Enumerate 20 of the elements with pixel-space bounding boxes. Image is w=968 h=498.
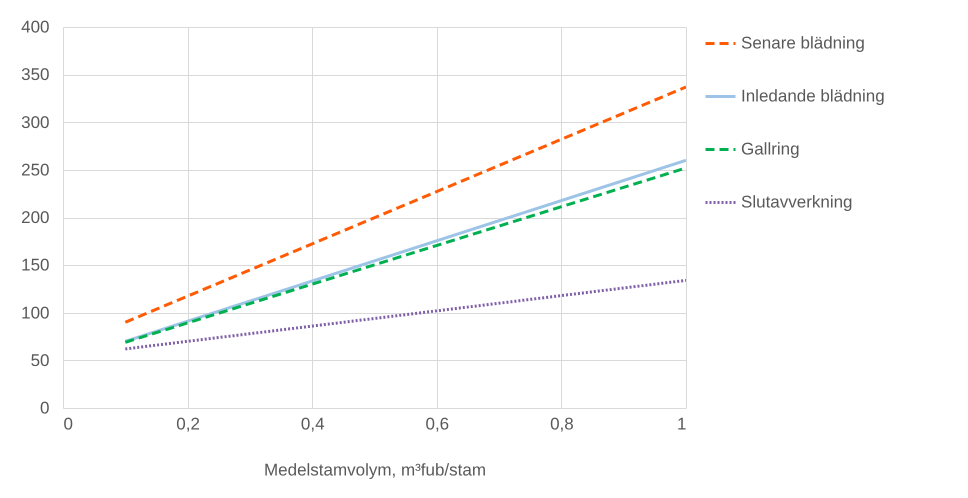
y-tick-label: 200 (21, 208, 50, 227)
y-tick-label: 100 (21, 303, 50, 322)
y-tick-label: 350 (21, 65, 50, 84)
y-tick-label: 150 (21, 256, 50, 275)
x-tick-label: 1 (677, 414, 686, 434)
x-tick-label: 0,2 (176, 414, 200, 434)
x-tick-label: 0,6 (425, 414, 450, 434)
legend-label: Inledande blädning (741, 86, 885, 106)
y-tick-label: 400 (21, 18, 50, 36)
legend-label: Slutavverkning (741, 192, 853, 212)
y-tick-label: 0 (40, 398, 50, 418)
legend-label: Gallring (741, 140, 800, 158)
x-tick-label: 0,4 (300, 414, 325, 434)
y-tick-label: 250 (21, 160, 50, 180)
x-tick-label: 0 (64, 414, 73, 434)
legend-label: Senare blädning (741, 34, 865, 52)
x-axis-title: Medelstamvolym, m³fub/stam (264, 460, 486, 480)
y-tick-label: 50 (30, 350, 50, 370)
x-tick-label: 0,8 (550, 414, 574, 434)
y-tick-label: 300 (21, 112, 50, 132)
